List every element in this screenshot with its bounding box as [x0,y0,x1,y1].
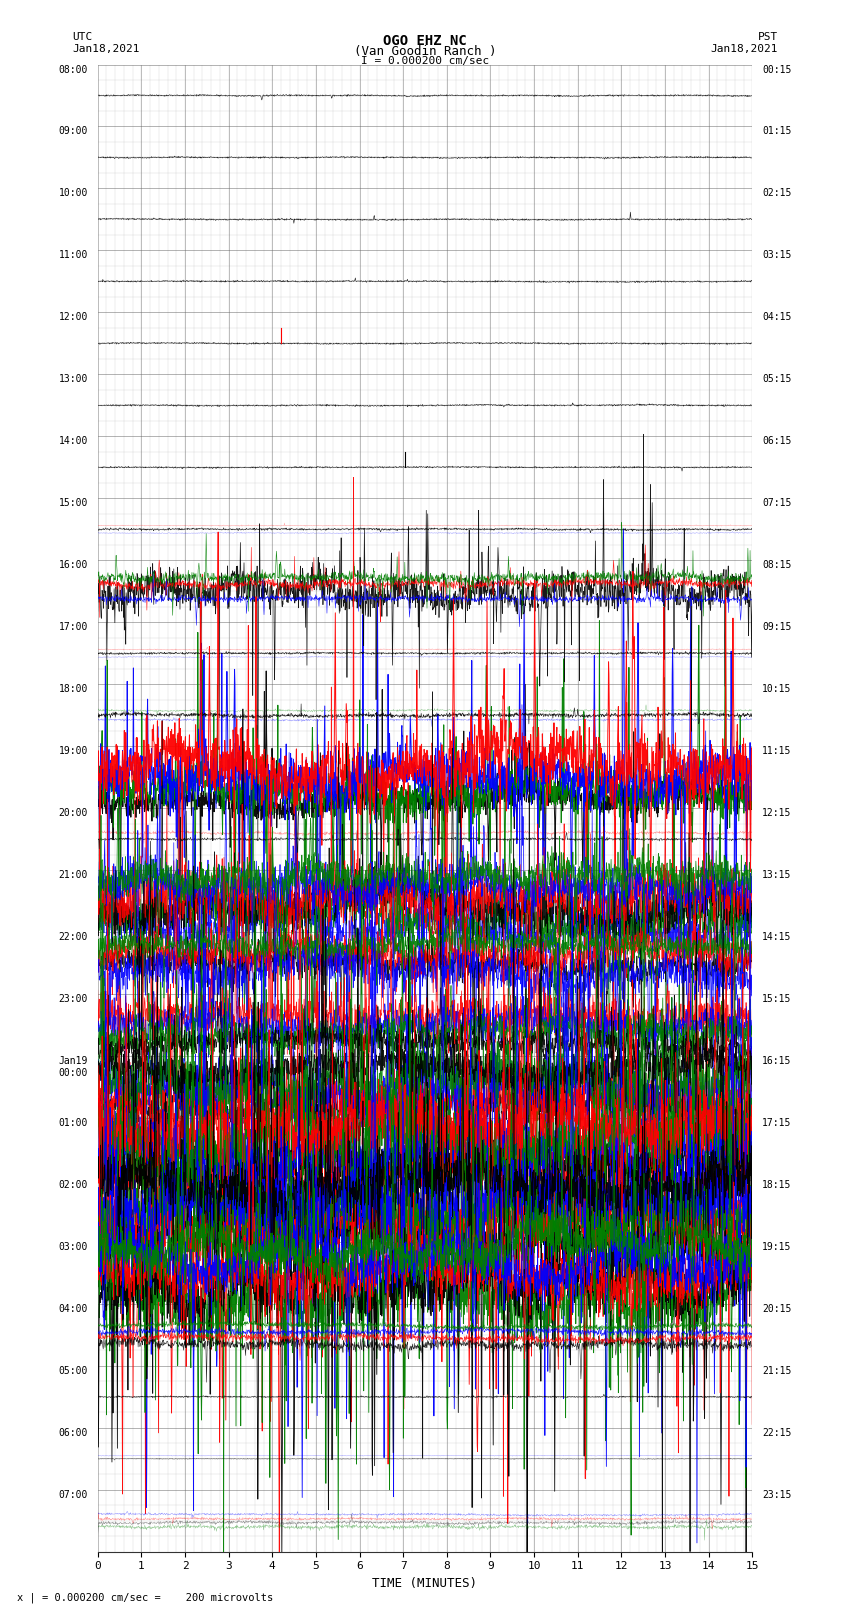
Text: 17:00: 17:00 [59,623,88,632]
Text: 08:15: 08:15 [762,560,791,571]
Text: OGO EHZ NC: OGO EHZ NC [383,34,467,48]
X-axis label: TIME (MINUTES): TIME (MINUTES) [372,1578,478,1590]
Text: 02:15: 02:15 [762,189,791,198]
Text: 04:00: 04:00 [59,1303,88,1315]
Text: 13:15: 13:15 [762,869,791,881]
Text: 05:15: 05:15 [762,374,791,384]
Text: 15:15: 15:15 [762,994,791,1003]
Text: 16:00: 16:00 [59,560,88,571]
Text: PST: PST [757,32,778,42]
Text: 18:15: 18:15 [762,1181,791,1190]
Text: 18:00: 18:00 [59,684,88,694]
Text: 06:15: 06:15 [762,436,791,447]
Text: 07:00: 07:00 [59,1490,88,1500]
Text: 20:00: 20:00 [59,808,88,818]
Text: 19:00: 19:00 [59,747,88,756]
Text: Jan19
00:00: Jan19 00:00 [59,1057,88,1077]
Text: 14:15: 14:15 [762,932,791,942]
Text: UTC: UTC [72,32,93,42]
Text: 01:15: 01:15 [762,126,791,137]
Text: 06:00: 06:00 [59,1428,88,1437]
Text: 17:15: 17:15 [762,1118,791,1127]
Text: 10:00: 10:00 [59,189,88,198]
Text: 02:00: 02:00 [59,1181,88,1190]
Text: 07:15: 07:15 [762,498,791,508]
Text: 22:00: 22:00 [59,932,88,942]
Text: 09:15: 09:15 [762,623,791,632]
Text: 03:00: 03:00 [59,1242,88,1252]
Text: 11:15: 11:15 [762,747,791,756]
Text: 14:00: 14:00 [59,436,88,447]
Text: 13:00: 13:00 [59,374,88,384]
Text: 19:15: 19:15 [762,1242,791,1252]
Text: (Van Goodin Ranch ): (Van Goodin Ranch ) [354,45,496,58]
Text: 10:15: 10:15 [762,684,791,694]
Text: 09:00: 09:00 [59,126,88,137]
Text: Jan18,2021: Jan18,2021 [711,44,778,53]
Text: 16:15: 16:15 [762,1057,791,1066]
Text: Jan18,2021: Jan18,2021 [72,44,139,53]
Text: 04:15: 04:15 [762,313,791,323]
Text: 15:00: 15:00 [59,498,88,508]
Text: 12:00: 12:00 [59,313,88,323]
Text: 00:15: 00:15 [762,65,791,74]
Text: 22:15: 22:15 [762,1428,791,1437]
Text: 01:00: 01:00 [59,1118,88,1127]
Text: 12:15: 12:15 [762,808,791,818]
Text: x | = 0.000200 cm/sec =    200 microvolts: x | = 0.000200 cm/sec = 200 microvolts [17,1592,273,1603]
Text: 21:00: 21:00 [59,869,88,881]
Text: 20:15: 20:15 [762,1303,791,1315]
Text: 21:15: 21:15 [762,1366,791,1376]
Text: 11:00: 11:00 [59,250,88,260]
Text: 08:00: 08:00 [59,65,88,74]
Text: 23:00: 23:00 [59,994,88,1003]
Text: 23:15: 23:15 [762,1490,791,1500]
Text: 05:00: 05:00 [59,1366,88,1376]
Text: I = 0.000200 cm/sec: I = 0.000200 cm/sec [361,56,489,66]
Text: 03:15: 03:15 [762,250,791,260]
